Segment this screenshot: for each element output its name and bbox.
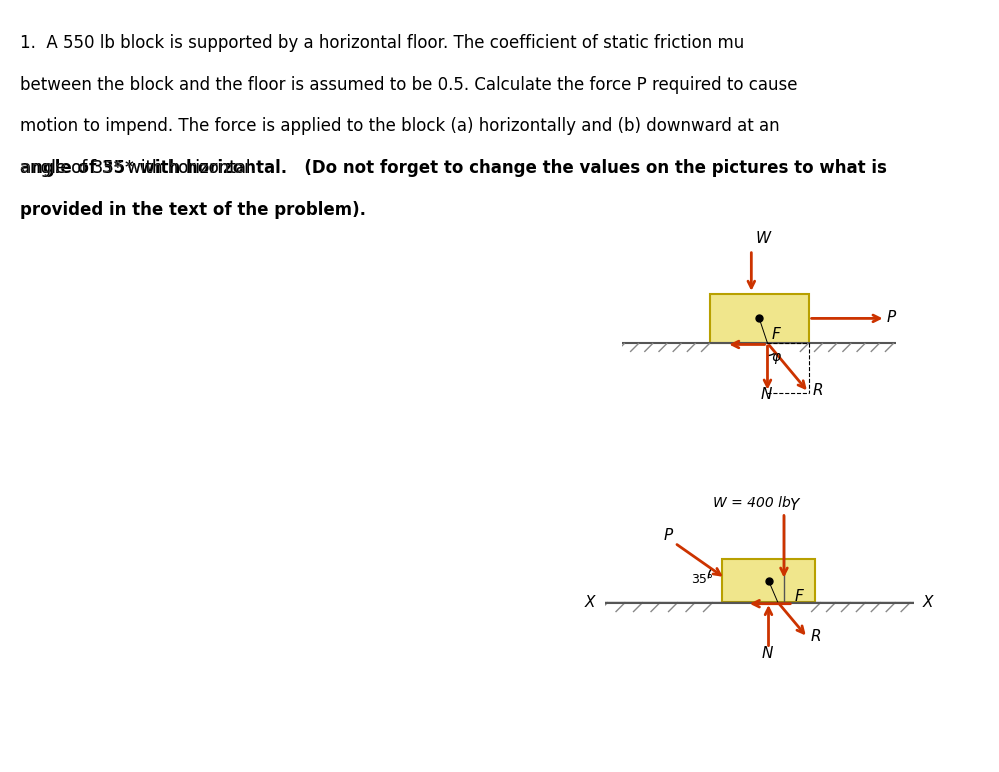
Text: 1.  A 550 lb block is supported by a horizontal floor. The coefficient of static: 1. A 550 lb block is supported by a hori… [20, 34, 744, 52]
Text: P: P [887, 310, 896, 324]
Text: Y: Y [788, 497, 798, 513]
Text: X: X [923, 594, 933, 610]
Text: F: F [771, 327, 780, 342]
Text: angle of 35* with horizontal.   (Do not forget to change the values on the pictu: angle of 35* with horizontal. (Do not fo… [20, 159, 887, 177]
Bar [710, 293, 808, 343]
Text: provided in the text of the problem).: provided in the text of the problem). [20, 201, 366, 218]
Text: W: W [755, 231, 770, 245]
Text: motion to impend. The force is applied to the block (a) horizontally and (b) dow: motion to impend. The force is applied t… [20, 117, 779, 135]
Text: R: R [810, 628, 821, 644]
Text: W = 400 lb: W = 400 lb [713, 496, 790, 510]
Text: N: N [760, 388, 772, 402]
Text: angle of 35* with horizontal.: angle of 35* with horizontal. [20, 159, 266, 177]
Text: R: R [813, 383, 823, 398]
Text: between the block and the floor is assumed to be 0.5. Calculate the force P requ: between the block and the floor is assum… [20, 76, 797, 93]
Text: angle of 35* with horizontal.: angle of 35* with horizontal. [20, 159, 266, 177]
Text: F: F [795, 588, 803, 604]
Text: X: X [585, 594, 595, 610]
Text: N: N [761, 645, 772, 661]
Text: P: P [664, 528, 673, 543]
Text: φ: φ [771, 350, 780, 364]
Text: angle of 35* with horizontal.: angle of 35* with horizontal. [20, 159, 266, 177]
Bar [722, 559, 815, 602]
Text: 35°: 35° [691, 573, 713, 586]
